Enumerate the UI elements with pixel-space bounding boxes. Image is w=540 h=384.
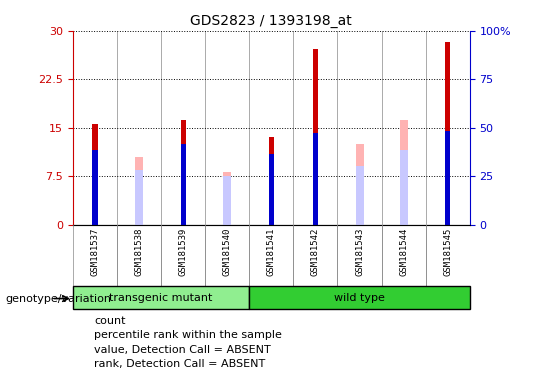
Text: GSM181537: GSM181537	[91, 228, 99, 276]
Bar	[73, 286, 249, 309]
Text: GSM181543: GSM181543	[355, 228, 364, 276]
Bar	[135, 157, 143, 225]
Bar	[400, 150, 408, 225]
Text: GSM181540: GSM181540	[223, 228, 232, 276]
Bar	[223, 172, 231, 225]
Bar	[269, 154, 274, 225]
Bar	[223, 176, 231, 225]
Text: value, Detection Call = ABSENT: value, Detection Call = ABSENT	[94, 345, 271, 355]
Bar	[313, 133, 318, 225]
Bar	[92, 124, 98, 225]
Text: genotype/variation: genotype/variation	[5, 294, 111, 304]
Bar	[249, 286, 470, 309]
Bar	[180, 120, 186, 225]
Title: GDS2823 / 1393198_at: GDS2823 / 1393198_at	[191, 14, 352, 28]
Bar	[355, 144, 363, 225]
Text: percentile rank within the sample: percentile rank within the sample	[94, 330, 282, 340]
Text: GSM181538: GSM181538	[134, 228, 144, 276]
Bar	[445, 42, 450, 225]
Text: wild type: wild type	[334, 293, 385, 303]
Text: GSM181545: GSM181545	[443, 228, 452, 276]
Text: transgenic mutant: transgenic mutant	[110, 293, 213, 303]
Text: GSM181542: GSM181542	[311, 228, 320, 276]
Text: count: count	[94, 316, 126, 326]
Bar	[445, 131, 450, 225]
Text: rank, Detection Call = ABSENT: rank, Detection Call = ABSENT	[94, 359, 266, 369]
Bar	[313, 49, 318, 225]
Text: GSM181541: GSM181541	[267, 228, 276, 276]
Text: GSM181539: GSM181539	[179, 228, 188, 276]
Bar	[92, 150, 98, 225]
Bar	[400, 120, 408, 225]
Bar	[355, 167, 363, 225]
Bar	[269, 137, 274, 225]
Bar	[180, 144, 186, 225]
Text: GSM181544: GSM181544	[399, 228, 408, 276]
Bar	[135, 170, 143, 225]
